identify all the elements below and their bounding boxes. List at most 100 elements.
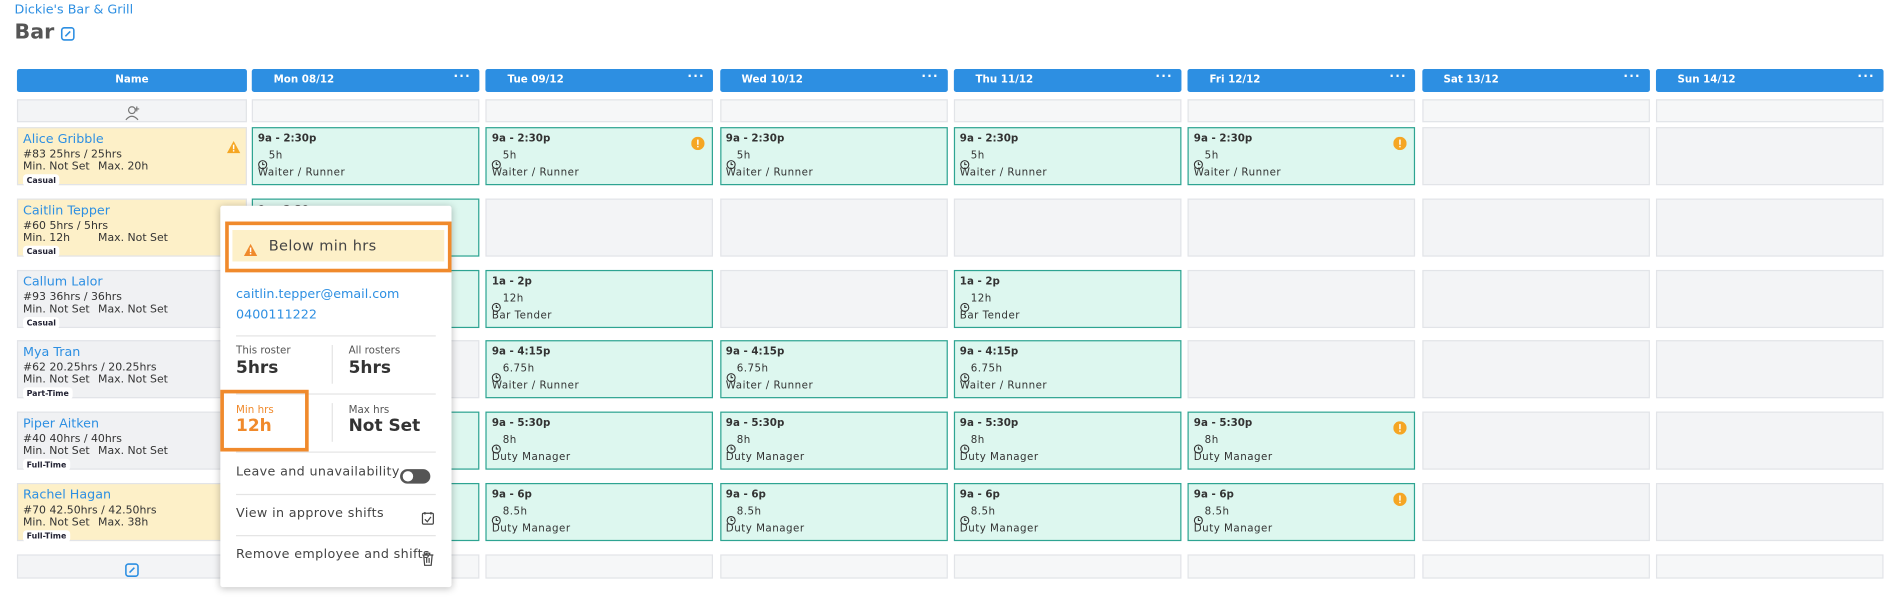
employee-cell: Rachel Hagan#70 42.50hrs / 42.50hrsMin. … xyxy=(17,483,247,541)
more-menu[interactable]: ··· xyxy=(687,70,704,83)
shift[interactable]: 9a - 4:15p6.75hWaiter / Runner xyxy=(954,341,1182,399)
shift[interactable]: 9a - 4:15p6.75hWaiter / Runner xyxy=(720,341,948,399)
action-icon-svg[interactable] xyxy=(421,552,434,567)
column-label: Wed 10/12 xyxy=(742,74,803,86)
action-icon-svg[interactable] xyxy=(421,511,434,526)
employee-type: Casual xyxy=(23,245,60,257)
edit-icon[interactable] xyxy=(61,27,76,42)
more-menu[interactable]: ··· xyxy=(1623,70,1640,83)
this-roster-label: This roster xyxy=(236,345,291,357)
phone-link[interactable]: 0400111222 xyxy=(236,307,317,322)
employee-name[interactable]: Rachel Hagan xyxy=(23,488,111,503)
shift-duration: 5h xyxy=(269,150,283,162)
shift[interactable]: 9a - 6p8.5hDuty Manager xyxy=(486,483,714,541)
employee-max: Max. Not Set xyxy=(98,446,168,458)
add-employee-icon[interactable] xyxy=(125,103,141,126)
column-header[interactable]: Thu 11/12··· xyxy=(954,69,1182,92)
shift[interactable]: 9a - 2:30p5hWaiter / Runner xyxy=(720,127,948,185)
column-header[interactable]: Tue 09/12 ··· xyxy=(486,69,714,92)
footer-edit-icon[interactable] xyxy=(125,559,140,582)
column-label: Tue 09/12 xyxy=(508,74,564,86)
footer-edit-icon-svg[interactable] xyxy=(125,563,140,578)
shift-role: Waiter / Runner xyxy=(492,167,579,179)
shift-time: 9a - 4:15p xyxy=(492,347,551,359)
more-menu[interactable]: ··· xyxy=(921,70,938,83)
column-header[interactable]: Wed 10/12 ··· xyxy=(720,69,948,92)
add-employee-icon-svg[interactable] xyxy=(125,105,141,121)
shift[interactable]: 9a - 5:30p8hDuty Manager xyxy=(720,412,948,470)
shift[interactable]: 9a - 5:30p8hDuty Manager xyxy=(954,412,1182,470)
warning-icon-svg xyxy=(243,243,258,256)
shift-duration: 8h xyxy=(971,435,985,447)
max-hrs-label: Max hrs xyxy=(349,404,390,416)
employee-min: Min. Not Set xyxy=(23,446,90,458)
email-link[interactable]: caitlin.tepper@email.com xyxy=(236,287,399,302)
shift[interactable]: 9a - 2:30p5hWaiter / Runner xyxy=(486,127,714,185)
column-label: Name xyxy=(17,74,247,86)
shift[interactable]: 9a - 2:30p5hWaiter / Runner xyxy=(1188,127,1416,185)
employee-name[interactable]: Piper Aitken xyxy=(23,417,99,432)
column-header[interactable]: Fri 12/12 ··· xyxy=(1188,69,1416,92)
shift[interactable]: 1a - 2p 12h Bar Tender xyxy=(486,269,714,327)
shift-time: 9a - 5:30p xyxy=(726,418,785,430)
this-roster-value: 5hrs xyxy=(236,358,278,377)
shift-time: 1a - 2p xyxy=(492,276,532,288)
empty-cell xyxy=(1656,198,1884,256)
shift-role: Bar Tender xyxy=(492,309,552,321)
shift-role: Duty Manager xyxy=(492,452,571,464)
column-header[interactable]: Sat 13/12 ··· xyxy=(1422,69,1650,92)
popup-action[interactable]: View in approve shifts xyxy=(236,506,384,521)
more-menu[interactable]: ··· xyxy=(1389,70,1406,83)
employee-name[interactable]: Caitlin Tepper xyxy=(23,203,110,218)
shift[interactable]: 9a - 5:30p8hDuty Manager xyxy=(1188,412,1416,470)
more-menu[interactable]: ··· xyxy=(1857,70,1874,83)
popup-action[interactable]: Leave and unavailability xyxy=(236,465,400,480)
divider xyxy=(236,494,436,495)
employee-name[interactable]: Mya Tran xyxy=(23,345,80,360)
popup-action[interactable]: Remove employee and shifts xyxy=(236,547,430,562)
shift-duration: 6.75h xyxy=(737,364,769,376)
shift-role: Duty Manager xyxy=(960,523,1039,535)
employee-hours: #62 20.25hrs / 20.25hrs xyxy=(23,362,157,374)
column-label: Fri 12/12 xyxy=(1210,74,1261,86)
column-label: Sat 13/12 xyxy=(1444,74,1499,86)
shift[interactable]: 9a - 6p8.5hDuty Manager xyxy=(1188,483,1416,541)
empty-cell xyxy=(1656,99,1884,122)
column-header[interactable]: Sun 14/12··· xyxy=(1656,69,1884,92)
shift-time: 1a - 2p xyxy=(960,276,1000,288)
page-title: Bar xyxy=(15,21,55,45)
shift-time: 9a - 6p xyxy=(1194,489,1234,501)
shift-role: Waiter / Runner xyxy=(1194,167,1281,179)
employee-name[interactable]: Alice Gribble xyxy=(23,132,104,147)
breadcrumb[interactable]: Dickie's Bar & Grill xyxy=(15,2,134,17)
more-menu[interactable]: ··· xyxy=(1155,70,1172,83)
shift-duration: 6.75h xyxy=(971,364,1003,376)
empty-cell xyxy=(720,99,948,122)
shift-role: Duty Manager xyxy=(1194,523,1273,535)
employee-name[interactable]: Callum Lalor xyxy=(23,274,103,289)
empty-cell xyxy=(1656,412,1884,470)
shift[interactable]: 1a - 2p12hBar Tender xyxy=(954,269,1182,327)
employee-max: Max. Not Set xyxy=(98,232,168,244)
shift[interactable]: 9a - 2:30p5hWaiter / Runner xyxy=(954,127,1182,185)
shift-time: 9a - 4:15p xyxy=(726,347,785,359)
alert-icon-svg xyxy=(1394,493,1407,506)
shift-duration: 12h xyxy=(503,292,524,304)
toggle-switch[interactable] xyxy=(399,466,430,489)
shift[interactable]: 9a - 4:15p6.75hWaiter / Runner xyxy=(486,341,714,399)
shift[interactable]: 9a - 6p8.5hDuty Manager xyxy=(954,483,1182,541)
shift-duration: 12h xyxy=(971,292,992,304)
shift-duration: 8h xyxy=(503,435,517,447)
toggle-switch-svg[interactable] xyxy=(399,468,430,484)
more-menu[interactable]: ··· xyxy=(453,70,470,83)
shift[interactable]: 9a - 2:30p5hWaiter / Runner xyxy=(252,127,480,185)
employee-cell: Piper Aitken#40 40hrs / 40hrsMin. Not Se… xyxy=(17,412,247,470)
shift-duration: 6.75h xyxy=(503,364,535,376)
column-header[interactable]: Mon 08/12··· xyxy=(252,69,480,92)
shift[interactable]: 9a - 5:30p8hDuty Manager xyxy=(486,412,714,470)
action-icon[interactable] xyxy=(421,548,434,571)
employee-popup: Below min hrscaitlin.tepper@email.com040… xyxy=(220,206,451,587)
empty-cell xyxy=(954,99,1182,122)
action-icon[interactable] xyxy=(421,507,434,530)
shift[interactable]: 9a - 6p8.5hDuty Manager xyxy=(720,483,948,541)
